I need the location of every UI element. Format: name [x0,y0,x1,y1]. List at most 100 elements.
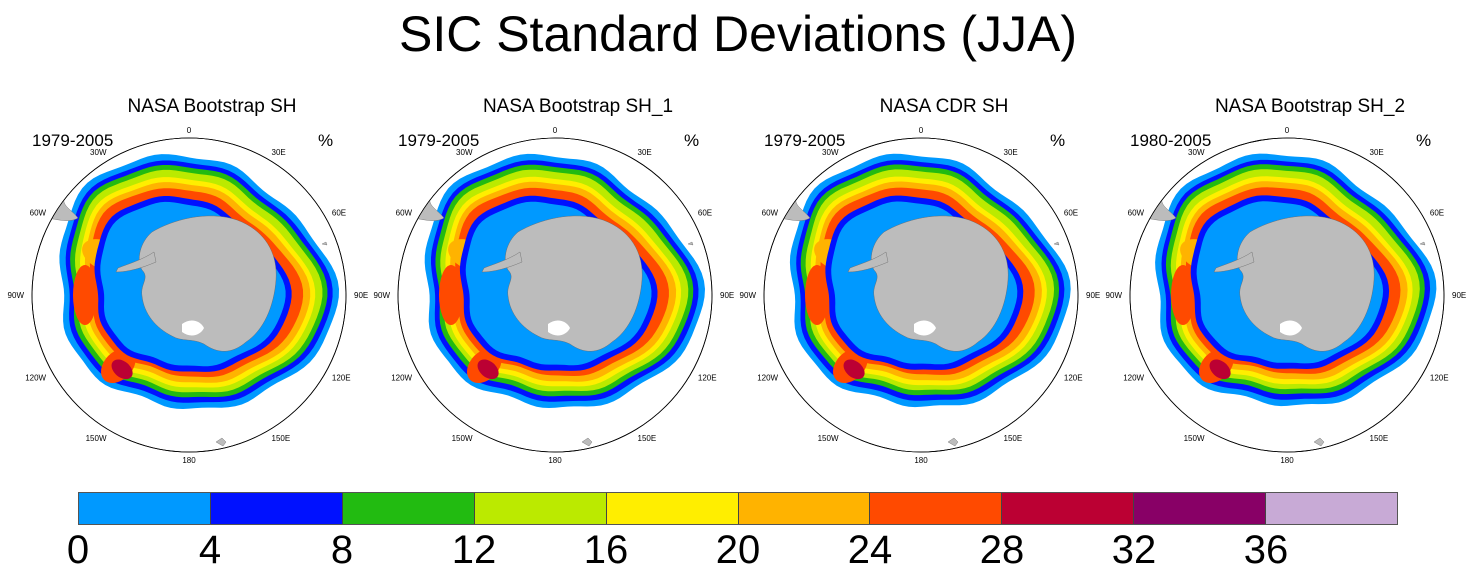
sic-hotspot-max [843,359,865,380]
colorbar-tick-label: 4 [198,528,222,572]
longitude-label: 30W [456,148,473,157]
colorbar-tick-label: 8 [330,528,354,572]
colorbar-swatch [474,493,607,524]
longitude-label: 30E [1004,148,1018,157]
map-boundary [31,137,347,453]
colorbar-swatch [870,493,1003,524]
map-boundary [763,137,1079,453]
unit-label: % [1050,131,1066,150]
colorbar-swatch [79,493,211,524]
panel-title: NASA CDR SH [879,96,1009,117]
map-panel-4: 0 30E 60E 90E 120E 150E 180 150W 120W 90W 60W 30W N… [1106,92,1470,472]
period-label: 1980-2005 [1130,131,1212,150]
island-land [1313,437,1325,447]
sic-hotspot-max [477,359,499,380]
island-land [1419,241,1426,246]
longitude-label: 30E [638,148,652,157]
antarctic-peninsula [1213,251,1255,273]
longitude-label: 30W [822,148,839,157]
ross-ice-shelf [914,320,936,336]
longitude-label: 30E [272,148,286,157]
longitude-label: 120W [1123,374,1144,383]
colorbar-tick-label: 16 [583,528,629,572]
figure-title: SIC Standard Deviations (JJA) [398,6,1078,62]
colorbar-swatch [210,493,343,524]
longitude-label: 120E [1430,374,1449,383]
longitude-label: 120W [25,374,46,383]
longitude-label: 30W [1188,148,1205,157]
polar-map: 0 30E 60E 90E 120E 150E 180 150W 120W 90W 60W 30W [8,126,369,465]
longitude-label: 180 [182,456,196,465]
period-label: 1979-2005 [764,131,846,150]
island-land [321,241,328,246]
period-label: 1979-2005 [398,131,480,150]
longitude-label: 0 [553,126,558,135]
longitude-label: 60E [1430,209,1444,218]
ross-ice-shelf [182,320,204,336]
polar-map: 0 30E 60E 90E 120E 150E 180 150W 120W 90W 60W 30W [1106,126,1467,465]
longitude-label: 150W [86,434,107,443]
antarctica-land [1237,215,1375,352]
island-land [581,437,593,447]
panel-title: NASA Bootstrap SH_2 [1214,96,1406,117]
sea-ice-field [1133,153,1437,447]
longitude-label: 60E [332,209,346,218]
longitude-label: 0 [919,126,924,135]
longitude-label: 60E [1064,209,1078,218]
unit-label: % [684,131,700,150]
antarctic-peninsula [847,251,889,273]
map-boundary [397,137,713,453]
longitude-label: 60E [698,209,712,218]
longitude-label: 90E [1086,291,1100,300]
longitude-label: 90E [720,291,734,300]
longitude-label: 120E [332,374,351,383]
unit-label: % [1416,131,1432,150]
longitude-label: 150E [638,434,657,443]
colorbar-swatch [1134,493,1267,524]
polar-map: 0 30E 60E 90E 120E 150E 180 150W 120W 90W 60W 30W [740,126,1101,465]
colorbar-tick-label: 28 [979,528,1025,572]
longitude-label: 30E [1370,148,1384,157]
map-boundary [1129,137,1445,453]
longitude-label: 150E [1370,434,1389,443]
colorbar-tick-label: 0 [66,528,90,572]
period-label: 1979-2005 [32,131,114,150]
ross-ice-shelf [548,320,570,336]
longitude-label: 90W [1106,291,1123,300]
sic-hotspot [73,265,97,325]
panel-title: NASA Bootstrap SH_1 [482,96,674,117]
longitude-label: 180 [914,456,928,465]
longitude-label: 150W [1184,434,1205,443]
longitude-label: 90E [354,291,368,300]
longitude-label: 150W [818,434,839,443]
colorbar-swatch [1266,493,1398,524]
antarctica-land [505,215,643,352]
island-land [1053,241,1060,246]
longitude-label: 0 [1285,126,1290,135]
antarctica-land [871,215,1009,352]
panel-title: NASA Bootstrap SH [127,96,297,117]
polar-map: 0 30E 60E 90E 120E 150E 180 150W 120W 90W 60W 30W [374,126,735,465]
sic-hotspot-max [1209,359,1231,380]
unit-label: % [318,131,334,150]
longitude-label: 90W [374,291,391,300]
map-panel-1: 0 30E 60E 90E 120E 150E 180 150W 120W 90W 60W 30W N… [8,92,372,472]
colorbar-swatch [1002,493,1135,524]
colorbar-tick-label: 24 [847,528,893,572]
sic-hotspot-max [111,359,133,380]
antarctica-land [139,215,277,352]
longitude-label: 90E [1452,291,1466,300]
colorbar-tick-label: 12 [451,528,497,572]
longitude-label: 150W [452,434,473,443]
longitude-label: 30W [90,148,107,157]
longitude-label: 180 [548,456,562,465]
island-land [215,437,227,447]
longitude-label: 120W [757,374,778,383]
colorbar [78,492,1398,525]
longitude-label: 120W [391,374,412,383]
colorbar-tick-label: 32 [1111,528,1157,572]
map-panel-2: 0 30E 60E 90E 120E 150E 180 150W 120W 90W 60W 30W N… [374,92,738,472]
antarctic-peninsula [115,251,157,273]
sic-hotspot [439,265,463,325]
longitude-label: 180 [1280,456,1294,465]
